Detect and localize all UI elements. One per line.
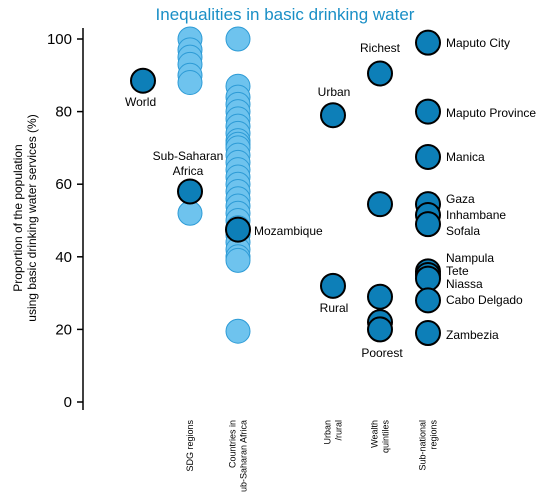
point-subnational-highlight-9: [415, 287, 441, 314]
point-subnational-highlight-8: [415, 265, 441, 292]
category-label-countries: Countries in sub-Saharan Africa: [228, 420, 249, 492]
label-mozambique: Mozambique: [254, 224, 323, 238]
y-tick-label-80: 80: [55, 104, 72, 121]
label-inhambane: Inhambane: [446, 208, 506, 222]
y-tick-label-100: 100: [47, 31, 72, 48]
category-label-sdg-line-1: SDG regions: [185, 420, 195, 472]
point-wealth-highlight-1: [367, 191, 393, 218]
label-gaza: Gaza: [446, 192, 475, 206]
category-labels: SDG regions Countries in sub-Saharan Afric…: [185, 420, 439, 492]
label-niassa: Niassa: [446, 277, 483, 291]
category-label-urbanrural-line-2: /rural: [334, 420, 344, 441]
point-wealth-highlight-0: [367, 60, 393, 87]
y-axis-ticks: 0 20 40 60 80 100: [47, 31, 83, 411]
point-urbanrural-highlight-1: [320, 272, 346, 299]
point-subnational-highlight-2: [415, 143, 441, 170]
label-urban: Urban: [318, 85, 351, 99]
label-manica: Manica: [446, 150, 485, 164]
category-label-countries-line-1: Countries in: [228, 420, 238, 468]
point-countries-highlight-0: [225, 216, 251, 243]
y-tick-label-20: 20: [55, 321, 72, 338]
y-axis-title-line-2: using basic drinking water services (%): [25, 114, 39, 321]
y-tick-label-0: 0: [64, 394, 72, 411]
point-subnational-highlight-10: [415, 320, 441, 347]
label-world: World: [125, 95, 156, 109]
label-nampula: Nampula: [446, 251, 494, 265]
category-label-wealth: Wealth quintiles: [370, 420, 391, 454]
point-subnational-highlight-5: [415, 211, 441, 238]
y-axis-title: Proportion of the population using basic…: [11, 114, 39, 321]
y-tick-label-60: 60: [55, 176, 72, 193]
point-subnational-highlight-1: [415, 98, 441, 125]
y-tick-label-40: 40: [55, 249, 72, 266]
label-maputo-city: Maputo City: [446, 36, 510, 50]
data-points: [130, 26, 441, 347]
point-sdg-other-6: [177, 200, 203, 226]
chart-title: Inequalities in basic drinking water: [156, 5, 415, 24]
category-label-subnational-line-2: regions: [429, 420, 439, 450]
category-label-wealth-line-2: quintiles: [381, 420, 391, 454]
point-wealth-highlight-2: [367, 283, 393, 310]
category-label-subnational: Sub-national regions: [418, 420, 439, 471]
label-cabo-delgado: Cabo Delgado: [446, 293, 523, 307]
label-richest: Richest: [360, 41, 401, 55]
label-poorest: Poorest: [361, 346, 403, 360]
category-label-urbanrural: Urban/rural: [323, 420, 344, 445]
point-countries-other-26: [225, 247, 251, 273]
point-wealth-highlight-4: [367, 316, 393, 343]
label-sofala: Sofala: [446, 224, 480, 238]
point-sdg-highlight-0: [177, 178, 203, 205]
point-sdg-highlight-0: [130, 67, 156, 94]
point-labels: World Sub-Saharan Africa Mozambique Urba…: [125, 36, 536, 360]
label-zambezia: Zambezia: [446, 328, 499, 342]
category-label-subnational-line-1: Sub-national: [418, 420, 428, 471]
point-subnational-highlight-0: [415, 29, 441, 56]
point-countries-other-27: [225, 318, 251, 344]
label-rural: Rural: [320, 301, 349, 315]
point-sdg-other-5: [177, 70, 203, 96]
label-sub-saharan-africa-line-2: Africa: [173, 164, 204, 178]
point-countries-other-0: [225, 26, 251, 52]
category-label-wealth-line-1: Wealth: [370, 420, 380, 448]
point-urbanrural-highlight-0: [320, 102, 346, 129]
label-maputo-province: Maputo Province: [446, 106, 536, 120]
category-label-sdg: SDG regions: [185, 420, 195, 472]
label-tete: Tete: [446, 264, 469, 278]
y-axis-title-line-1: Proportion of the population: [11, 144, 25, 291]
category-label-urbanrural-line-1: Urban: [323, 420, 333, 445]
label-sub-saharan-africa-line-1: Sub-Saharan: [153, 149, 224, 163]
category-label-countries-line-2: sub-Saharan Africa: [239, 420, 249, 492]
